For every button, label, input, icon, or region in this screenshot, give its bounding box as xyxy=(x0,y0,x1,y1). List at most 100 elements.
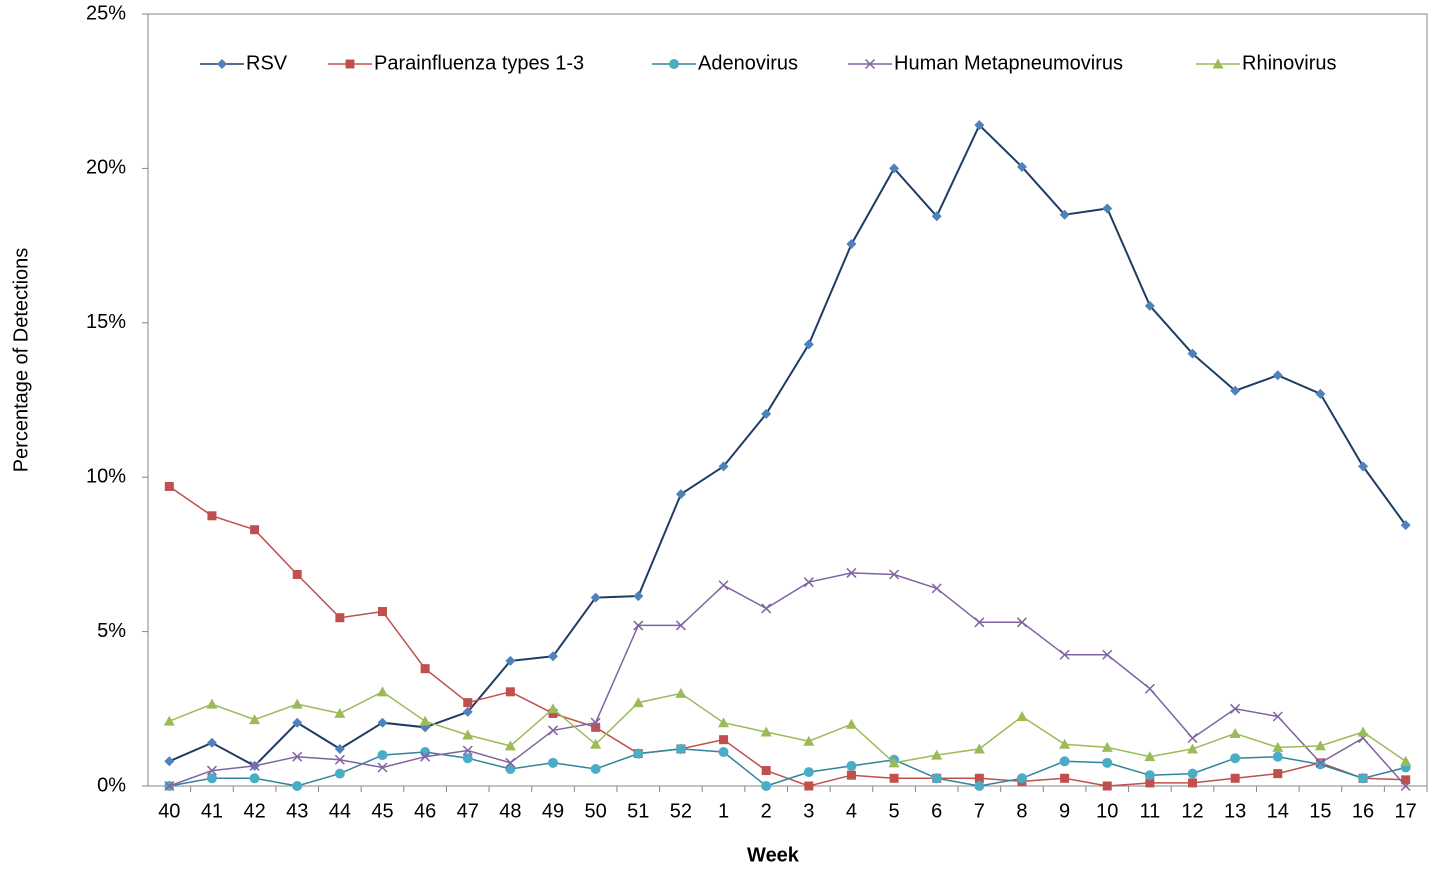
legend-marker xyxy=(345,59,355,69)
series-line xyxy=(169,572,1407,787)
data-point xyxy=(1016,773,1027,784)
data-point xyxy=(1102,203,1113,214)
data-point xyxy=(462,729,474,740)
data-point xyxy=(1229,728,1241,739)
data-point xyxy=(590,738,602,749)
x-tick-label: 1 xyxy=(718,800,729,822)
data-point xyxy=(803,577,814,588)
data-point xyxy=(1144,683,1155,694)
data-point xyxy=(590,764,601,775)
series-line xyxy=(168,123,1407,768)
data-point xyxy=(292,751,303,762)
x-tick-label: 16 xyxy=(1352,800,1374,822)
data-point xyxy=(846,567,857,578)
data-point xyxy=(164,756,175,767)
data-point xyxy=(974,120,985,131)
data-point xyxy=(505,687,515,697)
data-point xyxy=(206,737,217,748)
data-point xyxy=(548,708,558,718)
data-point xyxy=(1358,773,1369,784)
data-point xyxy=(889,773,899,783)
data-point xyxy=(1400,520,1411,531)
data-point xyxy=(803,735,815,746)
data-point xyxy=(590,592,601,603)
x-tick-label: 48 xyxy=(499,800,521,822)
data-point xyxy=(163,715,175,726)
data-point xyxy=(377,750,388,761)
data-point xyxy=(633,591,644,602)
data-point xyxy=(1059,649,1070,660)
data-point xyxy=(1187,348,1198,359)
data-point xyxy=(889,163,900,174)
x-tick-label: 51 xyxy=(627,800,649,822)
y-tick-label: 20% xyxy=(86,157,126,179)
data-point xyxy=(1144,751,1156,762)
series-line xyxy=(169,690,1407,764)
data-point xyxy=(1187,743,1199,754)
data-point xyxy=(1016,161,1027,172)
data-point xyxy=(1102,757,1113,768)
data-point xyxy=(548,651,559,662)
data-point xyxy=(1230,753,1241,764)
data-point xyxy=(633,620,644,631)
data-point xyxy=(590,717,601,728)
data-point xyxy=(889,569,900,580)
data-point xyxy=(803,339,814,350)
data-point xyxy=(547,725,559,736)
data-point xyxy=(420,751,431,762)
x-tick-label: 13 xyxy=(1224,800,1246,822)
legend-label: Rhinovirus xyxy=(1242,52,1336,74)
data-point xyxy=(376,686,388,697)
data-point xyxy=(292,781,303,791)
legend-marker xyxy=(217,59,227,69)
data-point xyxy=(292,717,303,728)
x-tick-label: 45 xyxy=(371,800,393,822)
data-point xyxy=(250,525,260,535)
data-point xyxy=(1187,768,1198,779)
data-point xyxy=(1016,711,1028,722)
legend-label: RSV xyxy=(246,52,288,74)
data-point xyxy=(1272,751,1283,762)
data-point xyxy=(1059,209,1070,220)
data-point xyxy=(164,780,175,792)
data-point xyxy=(1145,778,1155,788)
x-tick-label: 52 xyxy=(670,800,692,822)
data-point xyxy=(420,664,430,674)
data-point xyxy=(761,603,772,614)
x-tick-label: 3 xyxy=(803,800,814,822)
data-point xyxy=(419,715,431,726)
data-point xyxy=(207,511,217,521)
data-point xyxy=(463,698,473,708)
x-tick-label: 43 xyxy=(286,800,308,822)
y-axis-label: Percentage of Detections xyxy=(10,248,32,473)
x-tick-label: 10 xyxy=(1096,800,1118,822)
data-point xyxy=(1059,756,1070,767)
data-point xyxy=(249,714,261,725)
data-point xyxy=(718,717,730,728)
data-point xyxy=(1315,388,1326,399)
data-point xyxy=(675,489,686,500)
legend-label: Parainfluenza types 1-3 xyxy=(374,52,584,74)
data-point xyxy=(1272,741,1284,752)
data-point xyxy=(974,617,985,628)
data-point xyxy=(1060,773,1070,783)
legend-marker xyxy=(864,58,876,70)
data-point xyxy=(1400,780,1411,792)
data-point xyxy=(761,781,772,791)
data-point xyxy=(718,747,729,758)
data-point xyxy=(675,687,687,698)
x-tick-label: 41 xyxy=(201,800,223,822)
x-tick-label: 47 xyxy=(457,800,479,822)
data-point xyxy=(760,726,772,737)
data-point xyxy=(931,583,942,594)
data-point xyxy=(1401,775,1411,785)
data-point xyxy=(974,773,984,783)
data-point xyxy=(1059,738,1071,749)
data-point xyxy=(1272,711,1283,722)
legend-label: Adenovirus xyxy=(698,52,798,74)
data-point xyxy=(1273,769,1283,779)
plot-frame xyxy=(147,13,1428,787)
data-point xyxy=(1102,781,1112,791)
data-point xyxy=(206,765,217,776)
data-point xyxy=(505,764,516,775)
